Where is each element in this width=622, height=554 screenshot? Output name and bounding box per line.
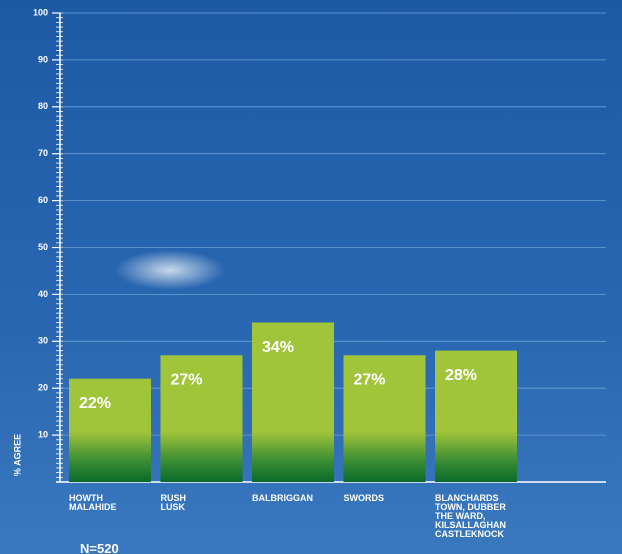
bar xyxy=(252,322,334,482)
y-tick-label: 10 xyxy=(38,429,48,439)
cloud xyxy=(115,250,225,290)
y-axis-label: % AGREE xyxy=(12,434,22,476)
bar xyxy=(69,378,151,482)
bar xyxy=(435,350,517,482)
bar xyxy=(343,355,426,482)
value-label: 22% xyxy=(79,395,111,412)
y-tick-label: 100 xyxy=(33,7,48,17)
y-tick-label: 80 xyxy=(38,101,48,111)
x-tick-label: BLANCHARDS TOWN, DUBBER THE WARD, KILSAL… xyxy=(435,493,506,539)
bar xyxy=(160,355,243,482)
x-tick-label: RUSH LUSK xyxy=(160,493,187,512)
value-label: 34% xyxy=(262,339,294,356)
x-tick-label: HOWTH MALAHIDE xyxy=(69,493,117,512)
x-tick-label: SWORDS xyxy=(343,493,385,503)
y-tick-label: 60 xyxy=(38,195,48,205)
y-tick-label: 30 xyxy=(38,336,48,346)
y-tick-label: 70 xyxy=(38,148,48,158)
y-tick-label: 50 xyxy=(38,242,48,252)
y-tick-label: 90 xyxy=(38,54,48,64)
y-tick-label: 20 xyxy=(38,383,48,393)
value-label: 28% xyxy=(445,367,477,384)
y-tick-label: 40 xyxy=(38,289,48,299)
x-tick-label: BALBRIGGAN xyxy=(252,493,313,503)
value-label: 27% xyxy=(354,372,386,389)
value-label: 27% xyxy=(171,372,203,389)
sample-note: N=520 xyxy=(80,541,119,554)
